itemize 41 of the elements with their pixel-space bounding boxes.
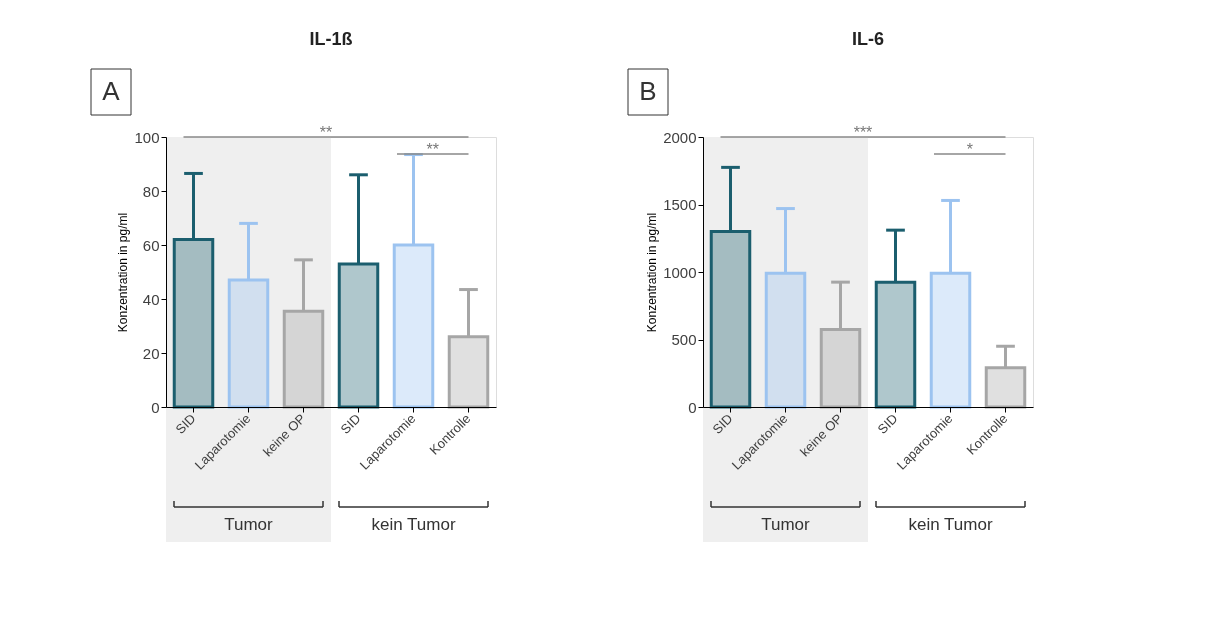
- bar: [447, 335, 490, 409]
- x-tick-label: SID: [709, 410, 736, 437]
- text: B: [639, 76, 657, 106]
- y-tick-label: 1500: [663, 196, 697, 213]
- annotation: **: [426, 141, 439, 158]
- annotation: **: [319, 124, 333, 141]
- x-tick-label: SID: [337, 410, 364, 437]
- y-tick-label: 0: [151, 398, 160, 416]
- text: kein Tumor: [371, 515, 456, 534]
- chart-title: IL-1ß: [309, 28, 353, 49]
- text: A: [102, 76, 121, 106]
- bar: [764, 271, 807, 409]
- bar: [227, 278, 270, 409]
- bar: [392, 243, 435, 409]
- chart-title: IL-6: [851, 28, 885, 49]
- y-axis-title: Konzentration in pg/ml: [645, 212, 660, 333]
- x-tick-label: SID: [874, 410, 901, 437]
- x-tick-label: SID: [172, 410, 199, 437]
- bar: [282, 309, 325, 409]
- bar: [929, 271, 972, 409]
- bar: [337, 262, 380, 409]
- y-axis-title: Konzentration in pg/ml: [116, 212, 131, 333]
- y-tick-label: 100: [134, 128, 160, 146]
- bar: [709, 230, 752, 409]
- bar: [819, 327, 862, 409]
- y-tick-label: 20: [142, 344, 160, 362]
- y-tick-label: 0: [688, 398, 697, 416]
- y-tick-label: 60: [142, 236, 160, 254]
- bar: [984, 366, 1027, 409]
- y-tick-label: 2000: [663, 128, 697, 146]
- y-tick-label: 500: [671, 331, 697, 348]
- y-tick-label: 80: [142, 182, 160, 200]
- bar: [874, 280, 917, 409]
- text: Tumor: [761, 515, 811, 534]
- annotation: *: [966, 141, 973, 158]
- text: Tumor: [224, 515, 274, 534]
- y-tick-label: 1000: [663, 263, 697, 281]
- bar: [172, 238, 215, 409]
- y-tick-label: 40: [142, 290, 160, 308]
- text: kein Tumor: [908, 515, 993, 534]
- annotation: ***: [853, 124, 873, 141]
